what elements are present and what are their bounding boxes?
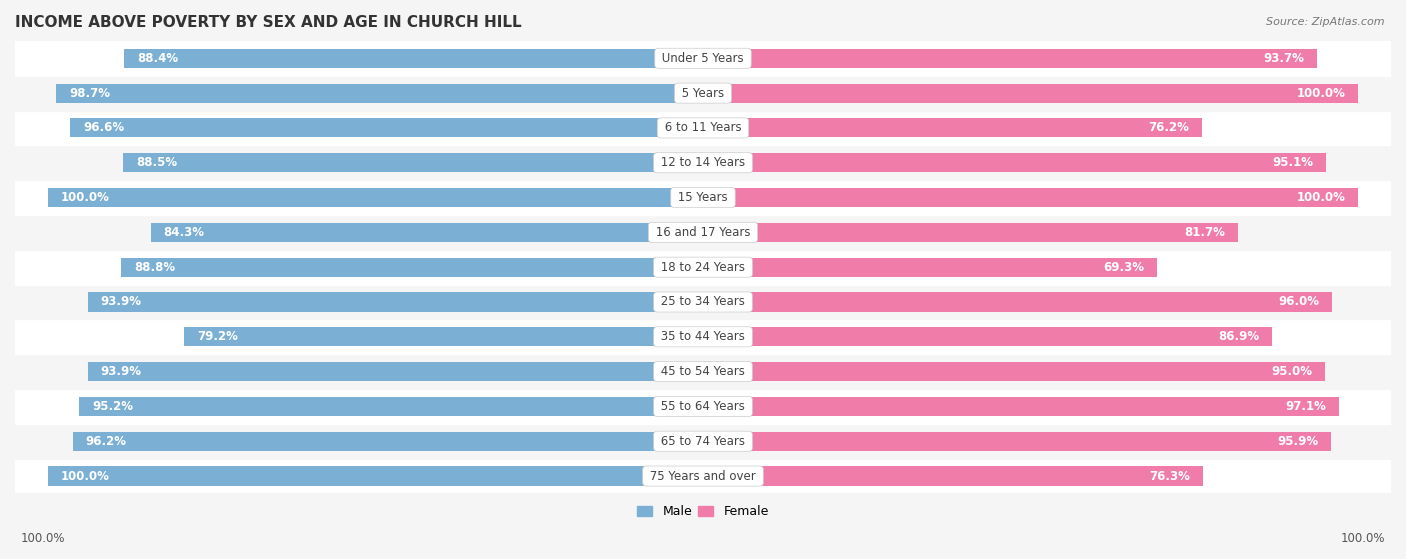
Bar <box>15 75 1391 111</box>
Bar <box>124 153 703 172</box>
Text: 5 Years: 5 Years <box>678 87 728 100</box>
Text: 88.8%: 88.8% <box>134 260 176 274</box>
Bar <box>703 49 1317 68</box>
Bar <box>703 362 1326 381</box>
Bar <box>48 188 703 207</box>
Text: 96.0%: 96.0% <box>1278 296 1319 309</box>
Bar <box>79 397 703 416</box>
Bar <box>15 215 1391 250</box>
Bar <box>184 327 703 347</box>
Text: 65 to 74 Years: 65 to 74 Years <box>657 435 749 448</box>
Text: 76.2%: 76.2% <box>1149 121 1189 134</box>
Bar <box>15 250 1391 285</box>
Bar <box>703 327 1272 347</box>
Text: 95.2%: 95.2% <box>93 400 134 413</box>
Bar <box>150 223 703 242</box>
Bar <box>703 432 1331 451</box>
Text: 95.1%: 95.1% <box>1272 156 1313 169</box>
Text: 81.7%: 81.7% <box>1184 226 1225 239</box>
Text: 100.0%: 100.0% <box>1296 191 1346 204</box>
Text: 79.2%: 79.2% <box>197 330 238 343</box>
Text: 100.0%: 100.0% <box>1296 87 1346 100</box>
Bar <box>703 119 1202 138</box>
Bar <box>703 83 1358 103</box>
Text: 16 and 17 Years: 16 and 17 Years <box>652 226 754 239</box>
Text: 86.9%: 86.9% <box>1218 330 1260 343</box>
Text: 100.0%: 100.0% <box>60 470 110 482</box>
Text: Under 5 Years: Under 5 Years <box>658 52 748 65</box>
Text: 88.4%: 88.4% <box>136 52 179 65</box>
Bar <box>87 362 703 381</box>
Bar <box>56 83 703 103</box>
Text: 45 to 54 Years: 45 to 54 Years <box>657 365 749 378</box>
Text: 12 to 14 Years: 12 to 14 Years <box>657 156 749 169</box>
Bar <box>15 424 1391 458</box>
Text: 84.3%: 84.3% <box>163 226 205 239</box>
Text: 95.9%: 95.9% <box>1277 435 1319 448</box>
Bar <box>703 223 1239 242</box>
Bar <box>15 458 1391 494</box>
Text: 75 Years and over: 75 Years and over <box>647 470 759 482</box>
Bar <box>703 466 1204 486</box>
Text: 6 to 11 Years: 6 to 11 Years <box>661 121 745 134</box>
Text: 93.9%: 93.9% <box>101 296 142 309</box>
Text: 95.0%: 95.0% <box>1271 365 1312 378</box>
Text: 55 to 64 Years: 55 to 64 Years <box>657 400 749 413</box>
Bar <box>124 49 703 68</box>
Bar <box>703 397 1340 416</box>
Bar <box>703 188 1358 207</box>
Bar <box>87 292 703 311</box>
Bar <box>703 292 1331 311</box>
Bar <box>15 41 1391 75</box>
Text: 93.7%: 93.7% <box>1263 52 1303 65</box>
Text: 69.3%: 69.3% <box>1102 260 1144 274</box>
Bar <box>121 258 703 277</box>
Text: 35 to 44 Years: 35 to 44 Years <box>657 330 749 343</box>
Text: 76.3%: 76.3% <box>1149 470 1189 482</box>
Text: 15 Years: 15 Years <box>675 191 731 204</box>
Bar <box>15 285 1391 319</box>
Bar <box>15 389 1391 424</box>
Text: INCOME ABOVE POVERTY BY SEX AND AGE IN CHURCH HILL: INCOME ABOVE POVERTY BY SEX AND AGE IN C… <box>15 15 522 30</box>
Text: Source: ZipAtlas.com: Source: ZipAtlas.com <box>1267 17 1385 27</box>
Bar <box>15 145 1391 180</box>
Bar <box>703 258 1157 277</box>
Text: 100.0%: 100.0% <box>1340 532 1385 545</box>
Bar <box>48 466 703 486</box>
Bar <box>70 119 703 138</box>
Bar <box>73 432 703 451</box>
Text: 25 to 34 Years: 25 to 34 Years <box>657 296 749 309</box>
Text: 96.6%: 96.6% <box>83 121 124 134</box>
Legend: Male, Female: Male, Female <box>633 500 773 523</box>
Text: 96.2%: 96.2% <box>86 435 127 448</box>
Bar <box>15 180 1391 215</box>
Bar <box>15 319 1391 354</box>
Text: 98.7%: 98.7% <box>69 87 111 100</box>
Bar <box>15 111 1391 145</box>
Bar <box>15 354 1391 389</box>
Text: 93.9%: 93.9% <box>101 365 142 378</box>
Bar <box>703 153 1326 172</box>
Text: 88.5%: 88.5% <box>136 156 177 169</box>
Text: 18 to 24 Years: 18 to 24 Years <box>657 260 749 274</box>
Text: 100.0%: 100.0% <box>21 532 66 545</box>
Text: 97.1%: 97.1% <box>1285 400 1326 413</box>
Text: 100.0%: 100.0% <box>60 191 110 204</box>
